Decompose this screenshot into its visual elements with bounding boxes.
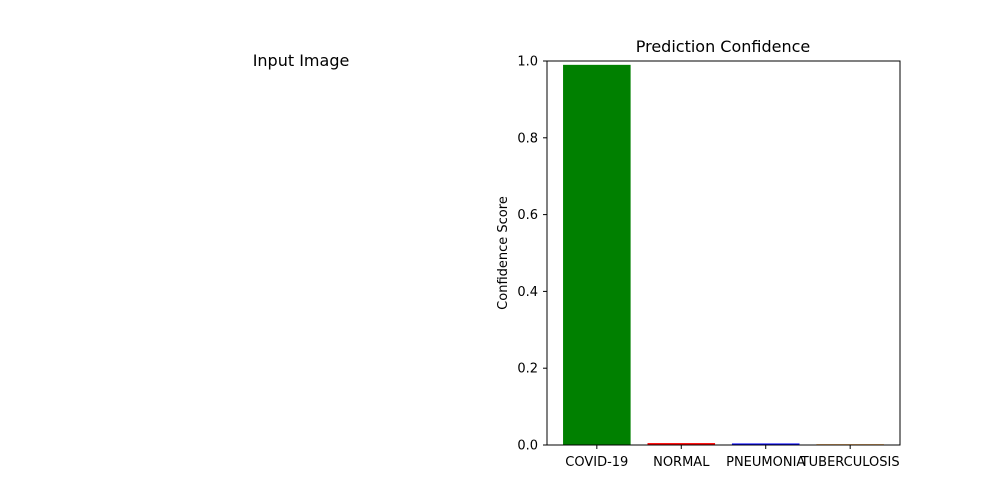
- y-tick-label: 0.0: [517, 439, 538, 454]
- y-axis-label: Confidence Score: [496, 196, 511, 310]
- y-tick-label: 0.8: [517, 131, 538, 146]
- y-tick-label: 0.6: [517, 208, 538, 223]
- bar-normal: [647, 443, 716, 445]
- x-tick-label: TUBERCULOSIS: [800, 455, 900, 470]
- plot-frame: [546, 60, 901, 446]
- input-image-title: Input Image: [252, 51, 350, 70]
- x-tick-label: PNEUMONIA: [726, 455, 805, 470]
- y-tick-label: 0.2: [517, 362, 538, 377]
- y-ticks-layer: 0.0 0.2 0.4 0.6 0.8 1.0: [517, 55, 547, 454]
- y-tick-label: 1.0: [517, 55, 538, 70]
- y-tick-label: 0.4: [517, 285, 538, 300]
- x-tick-label: NORMAL: [653, 455, 710, 470]
- chart-title: Prediction Confidence: [636, 37, 811, 56]
- bar-pneumonia: [731, 443, 800, 445]
- bars-layer: [563, 64, 884, 445]
- x-tick-label: COVID-19: [565, 455, 628, 470]
- bar-covid-19: [563, 64, 631, 445]
